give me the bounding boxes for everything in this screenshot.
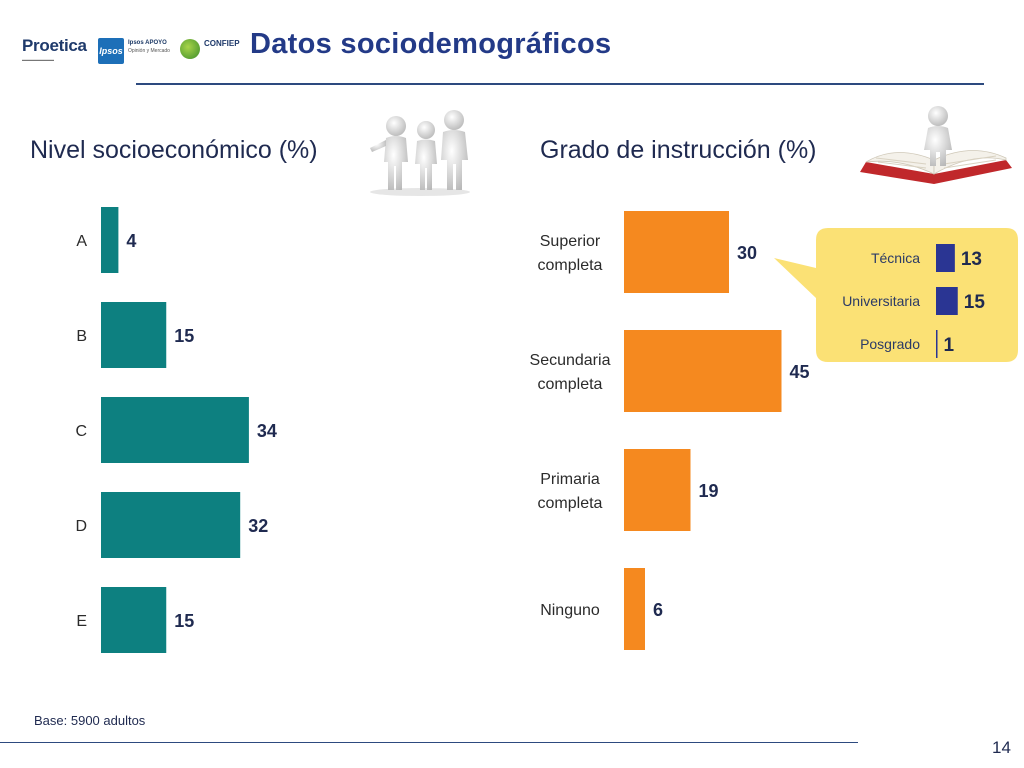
nse-value-label: 32 <box>248 516 268 536</box>
callout-category-label: Universitaria <box>842 293 920 309</box>
nse-category-label: B <box>76 328 87 345</box>
confiep-name: CONFIEP <box>204 39 240 48</box>
callout-value-label: 15 <box>964 292 986 313</box>
footer-divider <box>0 742 858 743</box>
callout-category-label: Posgrado <box>860 336 920 352</box>
chart-title-nse: Nivel socioeconómico (%) <box>30 136 318 164</box>
nse-bar-b <box>101 302 167 368</box>
instruction-value-label: 19 <box>699 481 719 501</box>
ipsos-name: Ipsos APOYO <box>128 40 167 46</box>
confiep-logo: CONFIEP <box>180 38 244 62</box>
chart-nse: A 4 B 15 C 34 D 32 E 15 <box>75 207 277 653</box>
base-note: Base: 5900 adultos <box>34 713 146 728</box>
chart-title-instruction: Grado de instrucción (%) <box>540 136 817 164</box>
nse-category-label: E <box>76 613 87 630</box>
nse-bar-c <box>101 397 249 463</box>
ipsos-subtitle: Opinión y Mercado <box>128 48 170 54</box>
instruction-category-label: Primaria completa <box>538 471 603 512</box>
callout-bar <box>936 244 955 272</box>
open-book-icon <box>860 106 1012 184</box>
callout-bar <box>936 287 958 315</box>
instruction-bar <box>624 330 782 412</box>
nse-value-label: 15 <box>174 611 194 631</box>
instruction-bar <box>624 449 691 531</box>
nse-value-label: 15 <box>174 326 194 346</box>
page-number: 14 <box>992 738 1011 757</box>
nse-bar-d <box>101 492 241 558</box>
proetica-wordmark: Proetica <box>22 36 87 55</box>
proetica-logo: Proetica ▬▬▬▬▬▬▬▬ <box>22 36 92 70</box>
nse-bar-a <box>101 207 119 273</box>
callout-category-label: Técnica <box>871 250 920 266</box>
nse-category-label: A <box>76 233 87 250</box>
nse-category-label: D <box>75 518 87 535</box>
higher-education-callout: Técnica 13 Universitaria 15 Posgrado 1 <box>774 228 1018 362</box>
callout-bar <box>936 330 938 358</box>
instruction-bar <box>624 211 729 293</box>
nse-value-label: 34 <box>257 421 277 441</box>
instruction-value-label: 45 <box>790 362 810 382</box>
instruction-value-label: 6 <box>653 600 663 620</box>
callout-bubble <box>774 228 1018 362</box>
ipsos-mark: Ipsos <box>98 38 124 64</box>
nse-value-label: 4 <box>126 231 136 251</box>
chart-instruction: Superior completa 30 Secundaria completa 45 Pr… <box>530 211 810 650</box>
header-divider <box>136 83 984 85</box>
proetica-tagline-mark: ▬▬▬▬▬▬▬▬ <box>22 57 54 62</box>
instruction-category-label: Superior completa <box>538 233 603 274</box>
instruction-value-label: 30 <box>737 243 757 263</box>
page-title: Datos sociodemográficos <box>250 28 612 60</box>
nse-bar-e <box>101 587 167 653</box>
people-group-icon <box>370 110 470 196</box>
nse-category-label: C <box>75 423 87 440</box>
callout-value-label: 1 <box>944 335 955 356</box>
callout-value-label: 13 <box>961 249 982 270</box>
instruction-category-label: Ninguno <box>540 602 600 619</box>
instruction-category-label: Secundaria completa <box>530 352 611 393</box>
ipsos-logo: Ipsos Ipsos APOYO Opinión y Mercado <box>98 38 170 66</box>
confiep-emblem-icon <box>180 39 200 59</box>
instruction-bar <box>624 568 645 650</box>
